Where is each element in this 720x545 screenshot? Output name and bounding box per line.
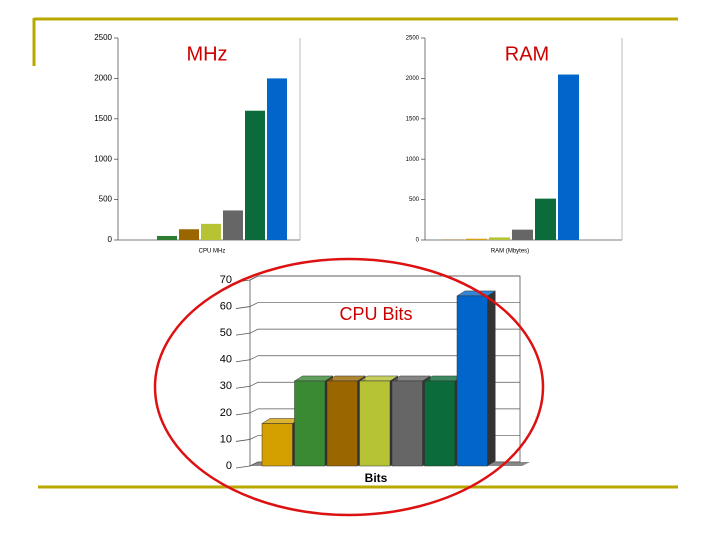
bar xyxy=(466,239,487,240)
bar xyxy=(512,230,533,240)
y-tick-label: 2000 xyxy=(406,76,420,82)
bar xyxy=(425,381,456,466)
y-tick-label: 0 xyxy=(108,235,113,244)
chart-title: MHz xyxy=(186,43,227,65)
bar xyxy=(489,237,510,240)
bar xyxy=(295,381,326,466)
y-tick-label: 70 xyxy=(220,274,232,286)
bar xyxy=(157,236,177,240)
bar xyxy=(267,78,287,240)
axis-label: Bits xyxy=(365,471,388,485)
bar xyxy=(392,381,423,466)
y-tick-label: 10 xyxy=(220,433,232,445)
bar xyxy=(327,381,358,466)
y-tick-label: 500 xyxy=(409,197,420,203)
bar xyxy=(360,381,391,466)
axis-label: RAM (Mbytes) xyxy=(491,249,529,255)
bar xyxy=(179,229,199,240)
chart-title: RAM xyxy=(505,43,549,65)
axis-label: CPU MHz xyxy=(199,249,226,255)
bar xyxy=(558,75,579,240)
y-tick-label: 1500 xyxy=(406,116,420,122)
bar xyxy=(457,296,488,466)
y-tick-label: 2500 xyxy=(94,33,112,42)
y-tick-label: 2500 xyxy=(406,36,420,42)
bar xyxy=(201,224,221,240)
y-tick-label: 30 xyxy=(220,380,232,392)
y-tick-label: 50 xyxy=(220,327,232,339)
y-tick-label: 500 xyxy=(99,195,113,204)
bar-side xyxy=(488,291,496,466)
bar xyxy=(535,199,556,240)
chart-title: CPU Bits xyxy=(339,304,412,324)
y-tick-label: 1000 xyxy=(406,157,420,163)
bar xyxy=(262,423,293,466)
bar xyxy=(245,111,265,240)
y-tick-label: 1500 xyxy=(94,114,112,123)
y-tick-label: 40 xyxy=(220,354,232,366)
y-tick-label: 20 xyxy=(220,407,232,419)
y-tick-label: 60 xyxy=(220,300,232,312)
y-tick-label: 2000 xyxy=(94,74,112,83)
y-tick-label: 1000 xyxy=(94,154,112,163)
bar xyxy=(223,210,243,240)
y-tick-label: 0 xyxy=(226,460,232,472)
